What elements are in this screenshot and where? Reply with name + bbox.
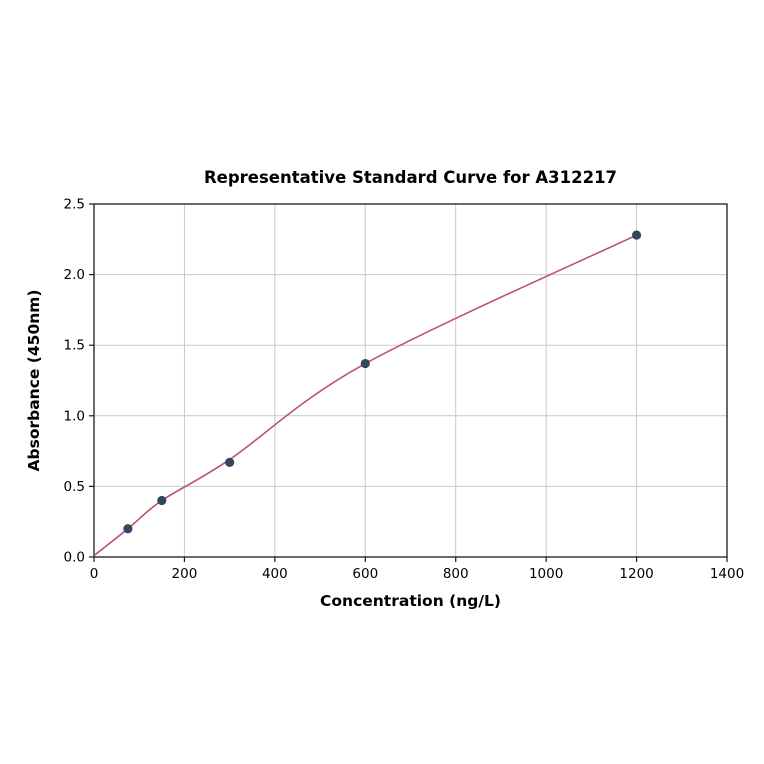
data-point bbox=[631, 230, 642, 240]
y-tick-label: 2.0 bbox=[64, 267, 85, 283]
grid-layer bbox=[93, 203, 728, 558]
y-tick-label: 1.0 bbox=[64, 408, 85, 424]
x-axis-label: Concentration (ng/L) bbox=[320, 592, 501, 610]
data-point bbox=[225, 457, 235, 467]
data-point bbox=[360, 358, 370, 369]
tick-layer: 0 200 400 600 800 1000 1200 1400 0.0 0.5 1.0 1.5 2.0… bbox=[64, 197, 745, 583]
x-tick-label: 1400 bbox=[710, 566, 744, 582]
x-tick-label: 800 bbox=[443, 566, 469, 582]
x-tick-label: 200 bbox=[172, 566, 198, 582]
x-tick-label: 400 bbox=[262, 566, 288, 582]
y-axis-label: Absorbance (450nm) bbox=[25, 289, 43, 471]
x-tick-label: 1200 bbox=[619, 566, 653, 582]
plot-border bbox=[93, 203, 728, 558]
x-tick-label: 600 bbox=[352, 566, 378, 582]
x-tick-label: 0 bbox=[90, 566, 99, 582]
chart-title: Representative Standard Curve for A31221… bbox=[204, 168, 617, 187]
y-tick-label: 1.5 bbox=[64, 338, 85, 354]
y-tick-label: 0.0 bbox=[64, 550, 85, 566]
data-points-layer bbox=[123, 230, 642, 534]
y-tick-label: 2.5 bbox=[64, 197, 85, 213]
y-tick-label: 0.5 bbox=[64, 479, 85, 495]
data-point bbox=[123, 524, 133, 534]
x-tick-label: 1000 bbox=[529, 566, 563, 582]
data-point bbox=[157, 495, 167, 506]
